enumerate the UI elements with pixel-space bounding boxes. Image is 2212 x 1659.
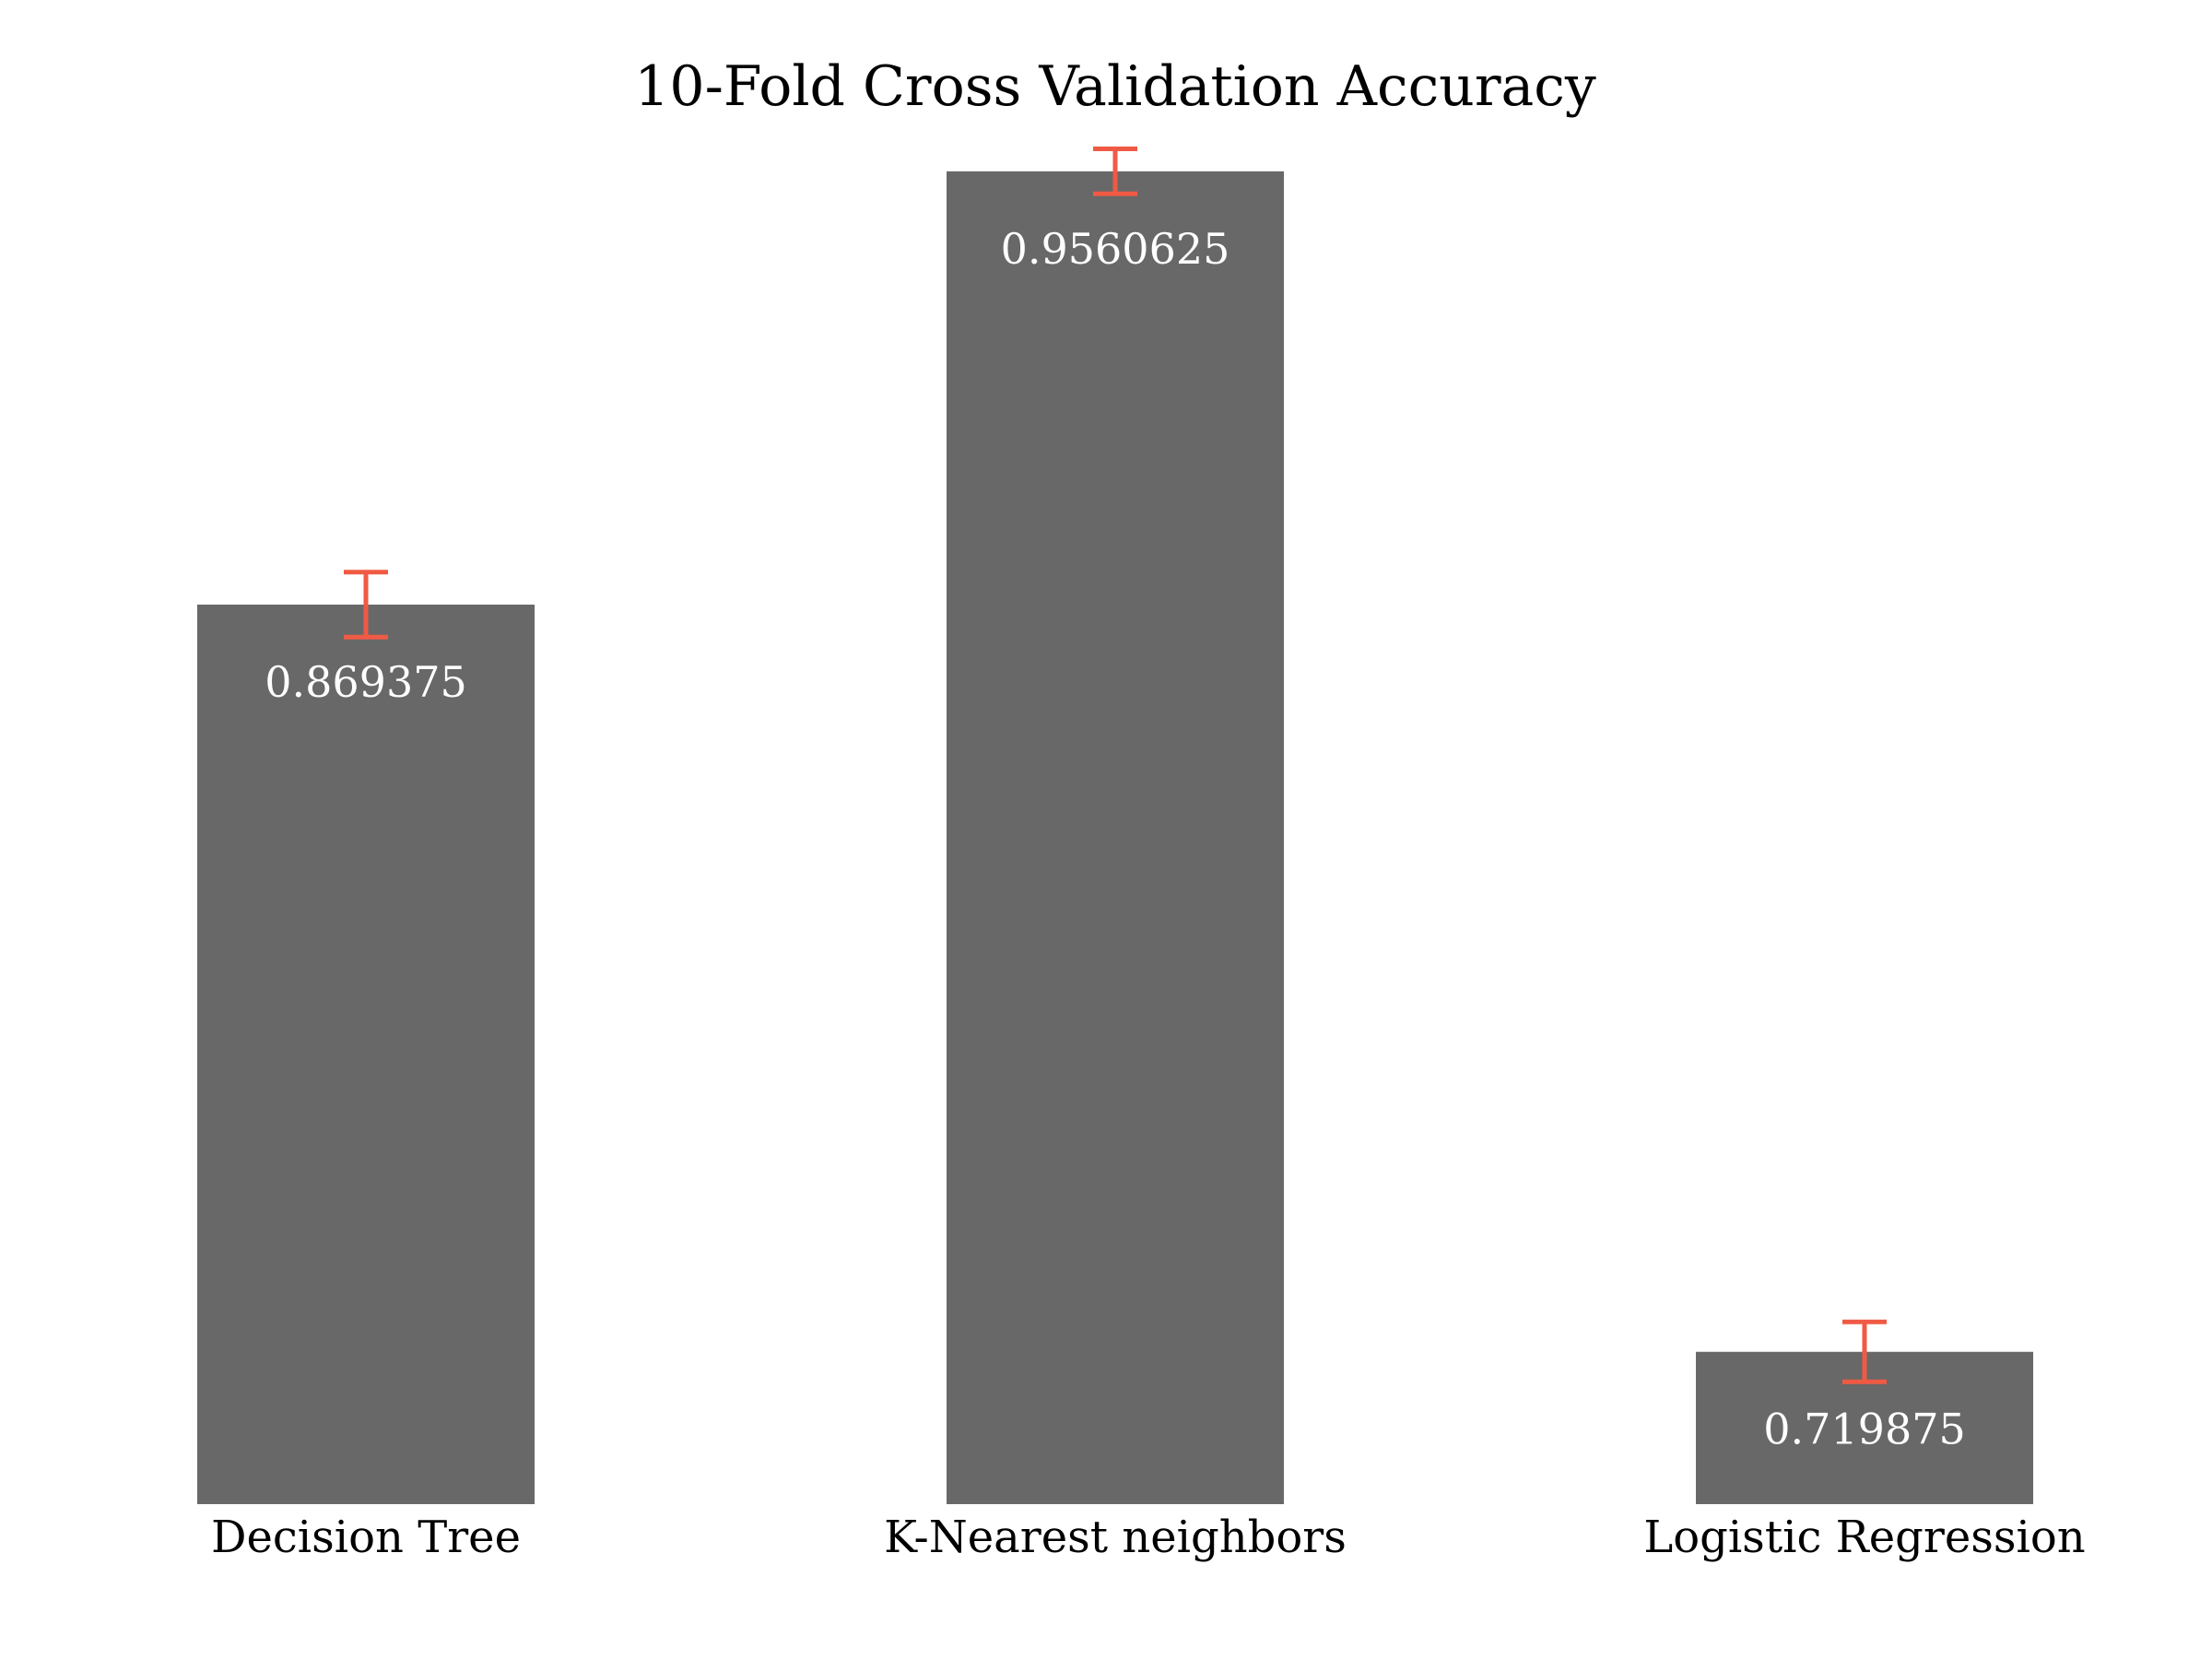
data-label: 0.9560625 [1001,224,1230,274]
data-label: 0.869375 [265,657,467,707]
x-tick-label: K-Nearest neighbors [884,1512,1347,1563]
chart-title: 10-Fold Cross Validation Accuracy [634,54,1596,119]
bars-group: 0.869375 Decision Tree 0.9560625 K-Nearest … [197,146,2086,1563]
error-bar [1093,146,1137,196]
bar [197,604,535,1504]
x-tick-label: Logistic Regression [1643,1512,2085,1563]
error-bar [344,570,388,640]
error-bar [1842,1319,1887,1384]
bar [947,171,1284,1505]
data-label: 0.719875 [1763,1405,1966,1454]
x-tick-label: Decision Tree [211,1512,521,1563]
